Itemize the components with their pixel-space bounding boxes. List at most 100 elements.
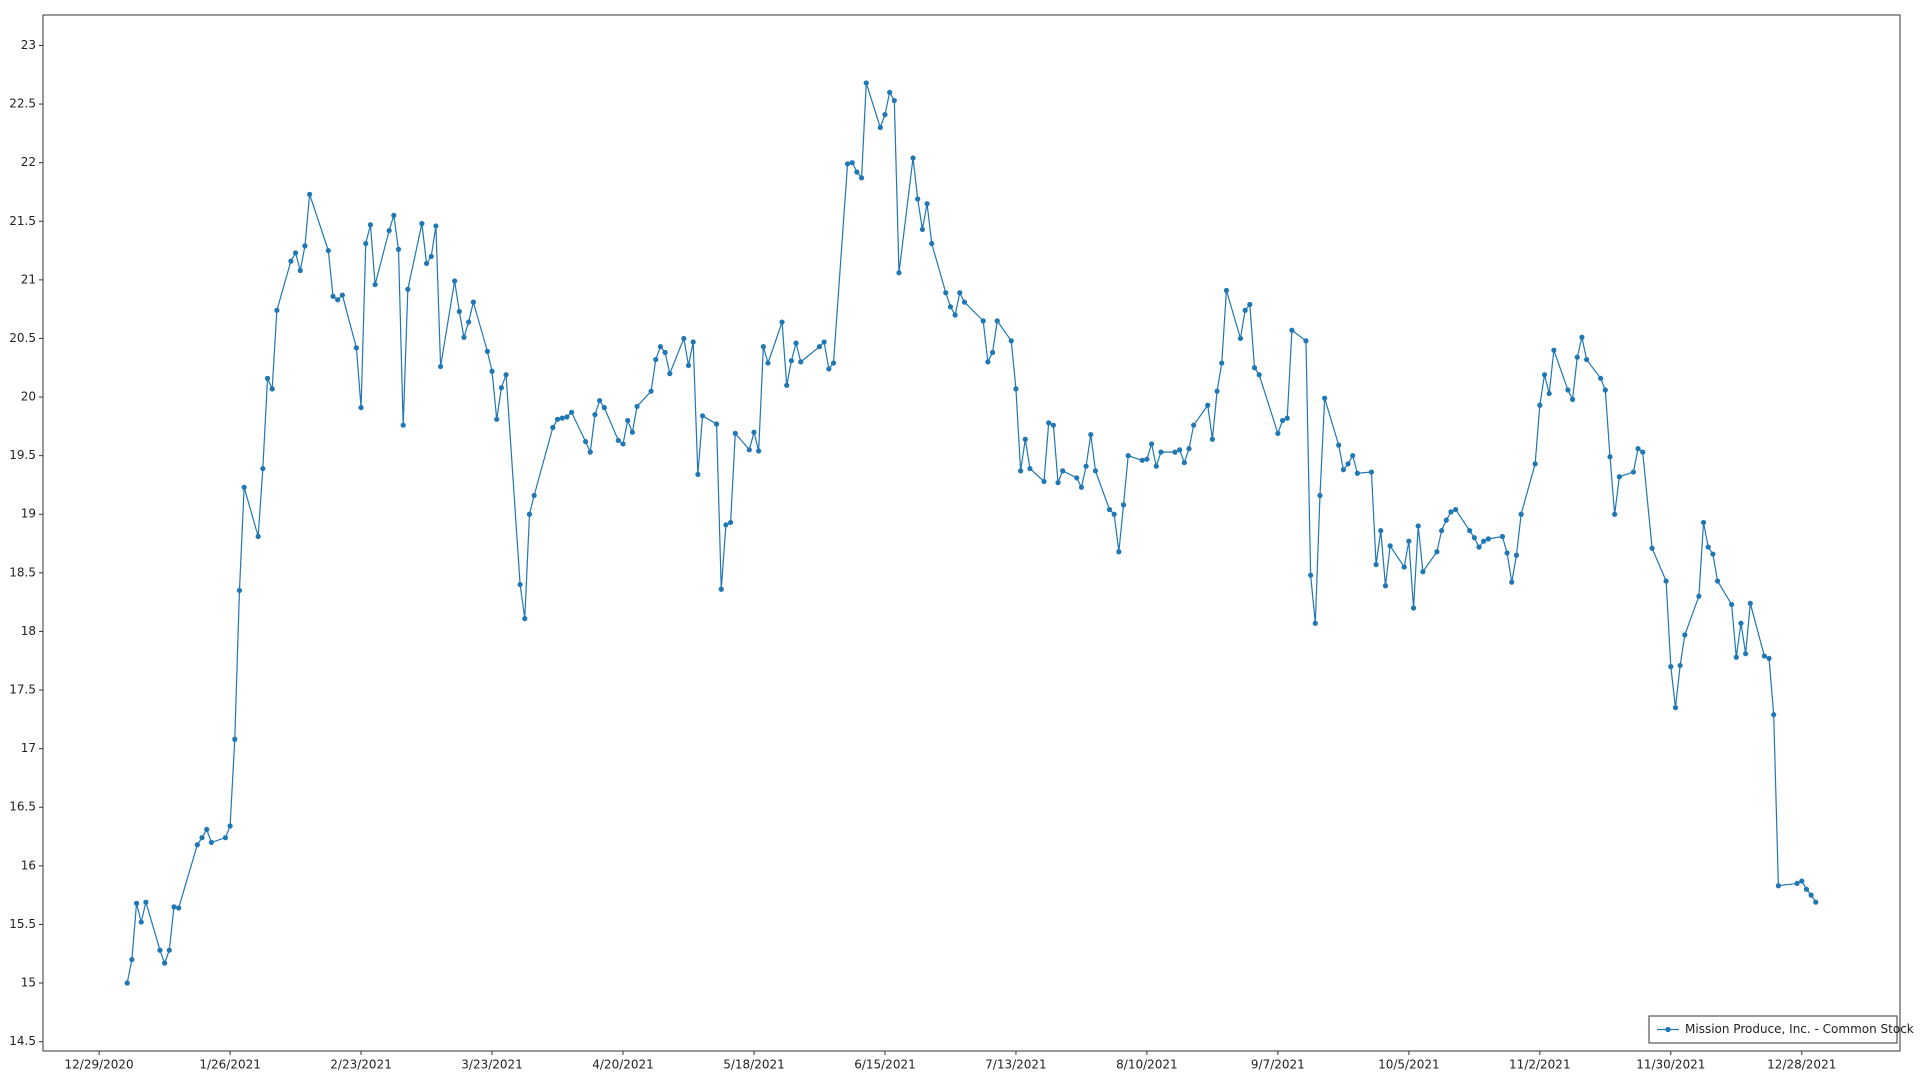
data-point — [943, 290, 949, 296]
y-tick-label: 20.5 — [9, 331, 36, 345]
data-point — [1139, 457, 1145, 463]
data-point — [732, 430, 738, 436]
data-point — [713, 421, 720, 427]
data-point — [1467, 528, 1473, 534]
data-point — [339, 292, 345, 298]
y-tick-label: 19 — [21, 507, 36, 521]
data-point — [961, 299, 968, 305]
data-point — [550, 424, 556, 431]
data-point — [531, 492, 537, 499]
data-point — [910, 155, 916, 161]
data-point — [756, 448, 762, 454]
data-point — [667, 371, 673, 377]
data-point — [582, 438, 589, 445]
data-point — [1322, 395, 1328, 401]
data-point — [484, 348, 490, 354]
data-point — [1275, 430, 1281, 436]
legend: Mission Produce, Inc. - Common Stock — [1648, 1015, 1914, 1044]
data-point — [1532, 461, 1538, 467]
data-point — [419, 221, 425, 227]
data-point — [1205, 402, 1211, 408]
data-point — [1569, 396, 1576, 402]
data-point — [461, 334, 467, 340]
data-point — [844, 161, 851, 167]
y-tick-label: 15.5 — [9, 917, 36, 931]
data-point — [695, 471, 701, 478]
data-point — [629, 429, 635, 435]
data-point — [1485, 536, 1491, 542]
data-point — [849, 160, 855, 166]
data-point — [1616, 474, 1622, 480]
data-point — [1354, 470, 1361, 476]
data-point — [793, 340, 799, 346]
data-point — [1696, 593, 1702, 599]
data-point — [1733, 654, 1739, 660]
data-point — [391, 212, 397, 219]
data-point — [1738, 620, 1744, 626]
y-tick-label: 21 — [21, 272, 36, 286]
data-point — [1406, 538, 1412, 544]
data-point — [1579, 334, 1585, 340]
data-point — [1410, 605, 1417, 611]
data-point — [288, 258, 294, 264]
x-tick-label: 12/28/2021 — [1767, 1058, 1836, 1072]
data-point — [1022, 436, 1028, 442]
data-point — [526, 511, 533, 517]
data-point — [1747, 600, 1753, 606]
data-point — [1125, 453, 1131, 459]
data-point — [1438, 528, 1445, 534]
data-point — [1256, 372, 1262, 378]
data-point — [891, 97, 897, 104]
data-point — [798, 359, 804, 365]
data-point — [882, 112, 888, 118]
data-point — [1312, 620, 1318, 626]
x-tick-label: 7/13/2021 — [985, 1058, 1047, 1072]
x-tick-label: 4/20/2021 — [592, 1058, 654, 1072]
x-tick-label: 6/15/2021 — [854, 1058, 916, 1072]
data-point — [657, 344, 664, 350]
data-point — [1172, 449, 1178, 455]
data-point — [437, 363, 444, 370]
data-point — [634, 403, 640, 410]
data-point — [260, 465, 266, 472]
data-point — [1223, 287, 1230, 294]
data-point — [517, 581, 523, 588]
data-point — [690, 339, 696, 345]
data-point — [924, 201, 930, 207]
data-point — [1186, 446, 1192, 452]
data-point — [194, 842, 200, 848]
data-point — [788, 358, 795, 364]
data-point — [662, 349, 668, 356]
data-point — [157, 947, 163, 953]
x-tick-label: 8/10/2021 — [1116, 1058, 1178, 1072]
data-point — [1663, 578, 1669, 584]
data-point — [1279, 417, 1286, 424]
data-point — [681, 335, 687, 342]
data-point — [863, 80, 869, 86]
data-point — [592, 412, 598, 418]
data-point — [1518, 511, 1524, 517]
data-point — [199, 835, 205, 841]
x-tick-label: 5/18/2021 — [723, 1058, 785, 1072]
data-point — [405, 286, 411, 292]
data-point — [1453, 506, 1459, 513]
y-tick-label: 14.5 — [9, 1034, 36, 1048]
legend-label: Mission Produce, Inc. - Common Stock — [1685, 1022, 1914, 1036]
data-point — [302, 243, 308, 249]
data-point — [980, 318, 986, 324]
data-point — [784, 382, 790, 388]
data-point — [1743, 651, 1749, 657]
data-point — [1607, 454, 1613, 460]
data-point — [1504, 550, 1510, 556]
data-point — [728, 519, 734, 526]
data-point — [1481, 538, 1487, 544]
data-point — [564, 414, 570, 420]
data-point — [222, 835, 229, 841]
data-point — [227, 823, 233, 829]
data-point — [587, 449, 593, 455]
data-point — [1471, 535, 1477, 541]
data-point — [1317, 492, 1323, 499]
data-point — [1551, 347, 1557, 353]
data-point — [255, 533, 261, 540]
data-point — [1092, 468, 1099, 474]
